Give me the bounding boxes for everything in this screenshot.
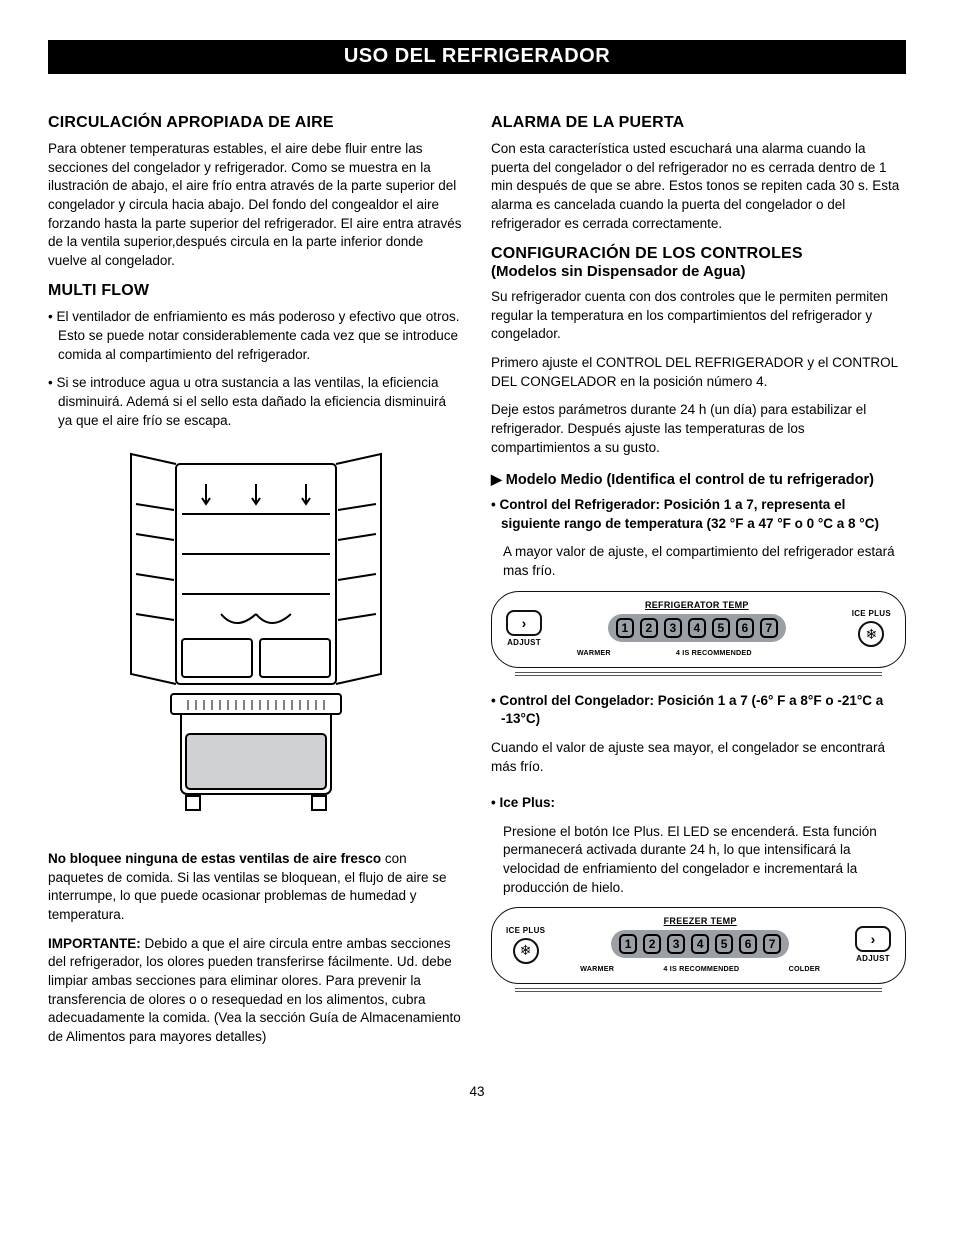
fridge-illustration [48, 444, 463, 834]
panel-refrigerator-temp: › ADJUST REFRIGERATOR TEMP 1 2 3 4 5 6 7 [491, 591, 906, 668]
digit-1[interactable]: 1 [619, 934, 637, 954]
digit-4[interactable]: 4 [691, 934, 709, 954]
digit-3[interactable]: 3 [664, 618, 682, 638]
digit-pill: 1 2 3 4 5 6 7 [611, 930, 789, 958]
list-item: El ventilador de enfriamiento es más pod… [48, 308, 463, 364]
panel-rule [515, 672, 882, 676]
bullet-fridge-text: Control del Refrigerador: Posición 1 a 7… [499, 497, 878, 531]
sub-labels: WARMER 4 IS RECOMMENDED COLDER [580, 964, 820, 973]
panel-freezer-temp: ICE PLUS ❄ FREEZER TEMP 1 2 3 4 5 6 7 [491, 907, 906, 984]
digit-7[interactable]: 7 [763, 934, 781, 954]
para-controls-1: Su refrigerador cuenta con dos controles… [491, 288, 906, 344]
list-item: Si se introduce agua u otra sustancia a … [48, 374, 463, 430]
bullet-iceplus-text: Ice Plus: [499, 795, 555, 810]
para-importante: IMPORTANTE: Debido a que el aire circula… [48, 935, 463, 1047]
bullet-freezer-text: Control del Congelador: Posición 1 a 7 (… [499, 693, 883, 727]
digit-5[interactable]: 5 [712, 618, 730, 638]
heading-modelo-text: Modelo Medio (Identifica el control de t… [506, 472, 874, 488]
iceplus-block: ICE PLUS ❄ [852, 609, 891, 647]
adjust-button[interactable]: › [506, 610, 542, 636]
recommended-label: 4 IS RECOMMENDED [676, 648, 752, 657]
panel-rule [515, 988, 882, 992]
heading-controls: CONFIGURACIÓN DE LOS CONTROLES [491, 245, 906, 263]
snowflake-icon: ❄ [520, 942, 532, 959]
note-iceplus: Presione el botón Ice Plus. El LED se en… [491, 823, 906, 898]
snowflake-icon: ❄ [865, 626, 877, 643]
adjust-label: ADJUST [856, 954, 890, 963]
warmer-label: WARMER [577, 648, 611, 657]
temp-center: FREEZER TEMP 1 2 3 4 5 6 7 WARMER 4 IS R… [555, 916, 845, 973]
adjust-button[interactable]: › [855, 926, 891, 952]
digit-5[interactable]: 5 [715, 934, 733, 954]
two-column-layout: CIRCULACIÓN APROPIADA DE AIRE Para obten… [48, 102, 906, 1056]
iceplus-block-left: ICE PLUS ❄ [506, 926, 545, 964]
para-door-alarm: Con esta característica usted escuchará … [491, 140, 906, 233]
note-freezer: Cuando el valor de ajuste sea mayor, el … [491, 739, 906, 776]
page-number: 43 [48, 1084, 906, 1099]
recommended-label: 4 IS RECOMMENDED [663, 964, 739, 973]
digit-2[interactable]: 2 [643, 934, 661, 954]
digit-4[interactable]: 4 [688, 618, 706, 638]
temp-title: REFRIGERATOR TEMP [645, 600, 749, 610]
temp-title: FREEZER TEMP [664, 916, 737, 926]
bold-lead: No bloquee ninguna de estas ventilas de … [48, 851, 381, 866]
warmer-label: WARMER [580, 964, 614, 973]
heading-door-alarm: ALARMA DE LA PUERTA [491, 114, 906, 132]
note-fridge: A mayor valor de ajuste, el compartimien… [491, 543, 906, 580]
digit-1[interactable]: 1 [616, 618, 634, 638]
heading-controls-sub: (Modelos sin Dispensador de Agua) [491, 263, 906, 280]
iceplus-button[interactable]: ❄ [513, 938, 539, 964]
adjust-block-left: › ADJUST [506, 610, 542, 647]
iceplus-button[interactable]: ❄ [858, 621, 884, 647]
page-banner: USO DEL REFRIGERADOR [48, 40, 906, 74]
digit-pill: 1 2 3 4 5 6 7 [608, 614, 786, 642]
heading-multiflow: MULTI FLOW [48, 282, 463, 300]
digit-2[interactable]: 2 [640, 618, 658, 638]
bullet-iceplus: • Ice Plus: [491, 794, 906, 813]
digit-6[interactable]: 6 [739, 934, 757, 954]
heading-air-circ: CIRCULACIÓN APROPIADA DE AIRE [48, 114, 463, 132]
list-multiflow: El ventilador de enfriamiento es más pod… [48, 308, 463, 430]
heading-modelo-medio: ▶Modelo Medio (Identifica el control de … [491, 471, 906, 488]
bold-importante: IMPORTANTE: [48, 936, 141, 951]
bullet-freezer-ctrl: • Control del Congelador: Posición 1 a 7… [491, 692, 906, 729]
colder-label: COLDER [789, 964, 821, 973]
fridge-svg [86, 444, 426, 834]
digit-6[interactable]: 6 [736, 618, 754, 638]
iceplus-label: ICE PLUS [506, 926, 545, 935]
para-controls-2: Primero ajuste el CONTROL DEL REFRIGERAD… [491, 354, 906, 391]
temp-center: REFRIGERATOR TEMP 1 2 3 4 5 6 7 WARMER 4… [552, 600, 842, 657]
digit-3[interactable]: 3 [667, 934, 685, 954]
digit-7[interactable]: 7 [760, 618, 778, 638]
para-dont-block: No bloquee ninguna de estas ventilas de … [48, 850, 463, 925]
para-air-circ: Para obtener temperaturas estables, el a… [48, 140, 463, 270]
sub-labels: WARMER 4 IS RECOMMENDED [577, 648, 817, 657]
triangle-icon: ▶ [491, 471, 502, 487]
para-controls-3: Deje estos parámetros durante 24 h (un d… [491, 401, 906, 457]
adjust-label: ADJUST [507, 638, 541, 647]
imp-rest: Debido a que el aire circula entre ambas… [48, 936, 461, 1044]
right-column: ALARMA DE LA PUERTA Con esta característ… [491, 102, 906, 1056]
left-column: CIRCULACIÓN APROPIADA DE AIRE Para obten… [48, 102, 463, 1056]
adjust-block-right: › ADJUST [855, 926, 891, 963]
bullet-fridge-ctrl: • Control del Refrigerador: Posición 1 a… [491, 496, 906, 533]
iceplus-label: ICE PLUS [852, 609, 891, 618]
